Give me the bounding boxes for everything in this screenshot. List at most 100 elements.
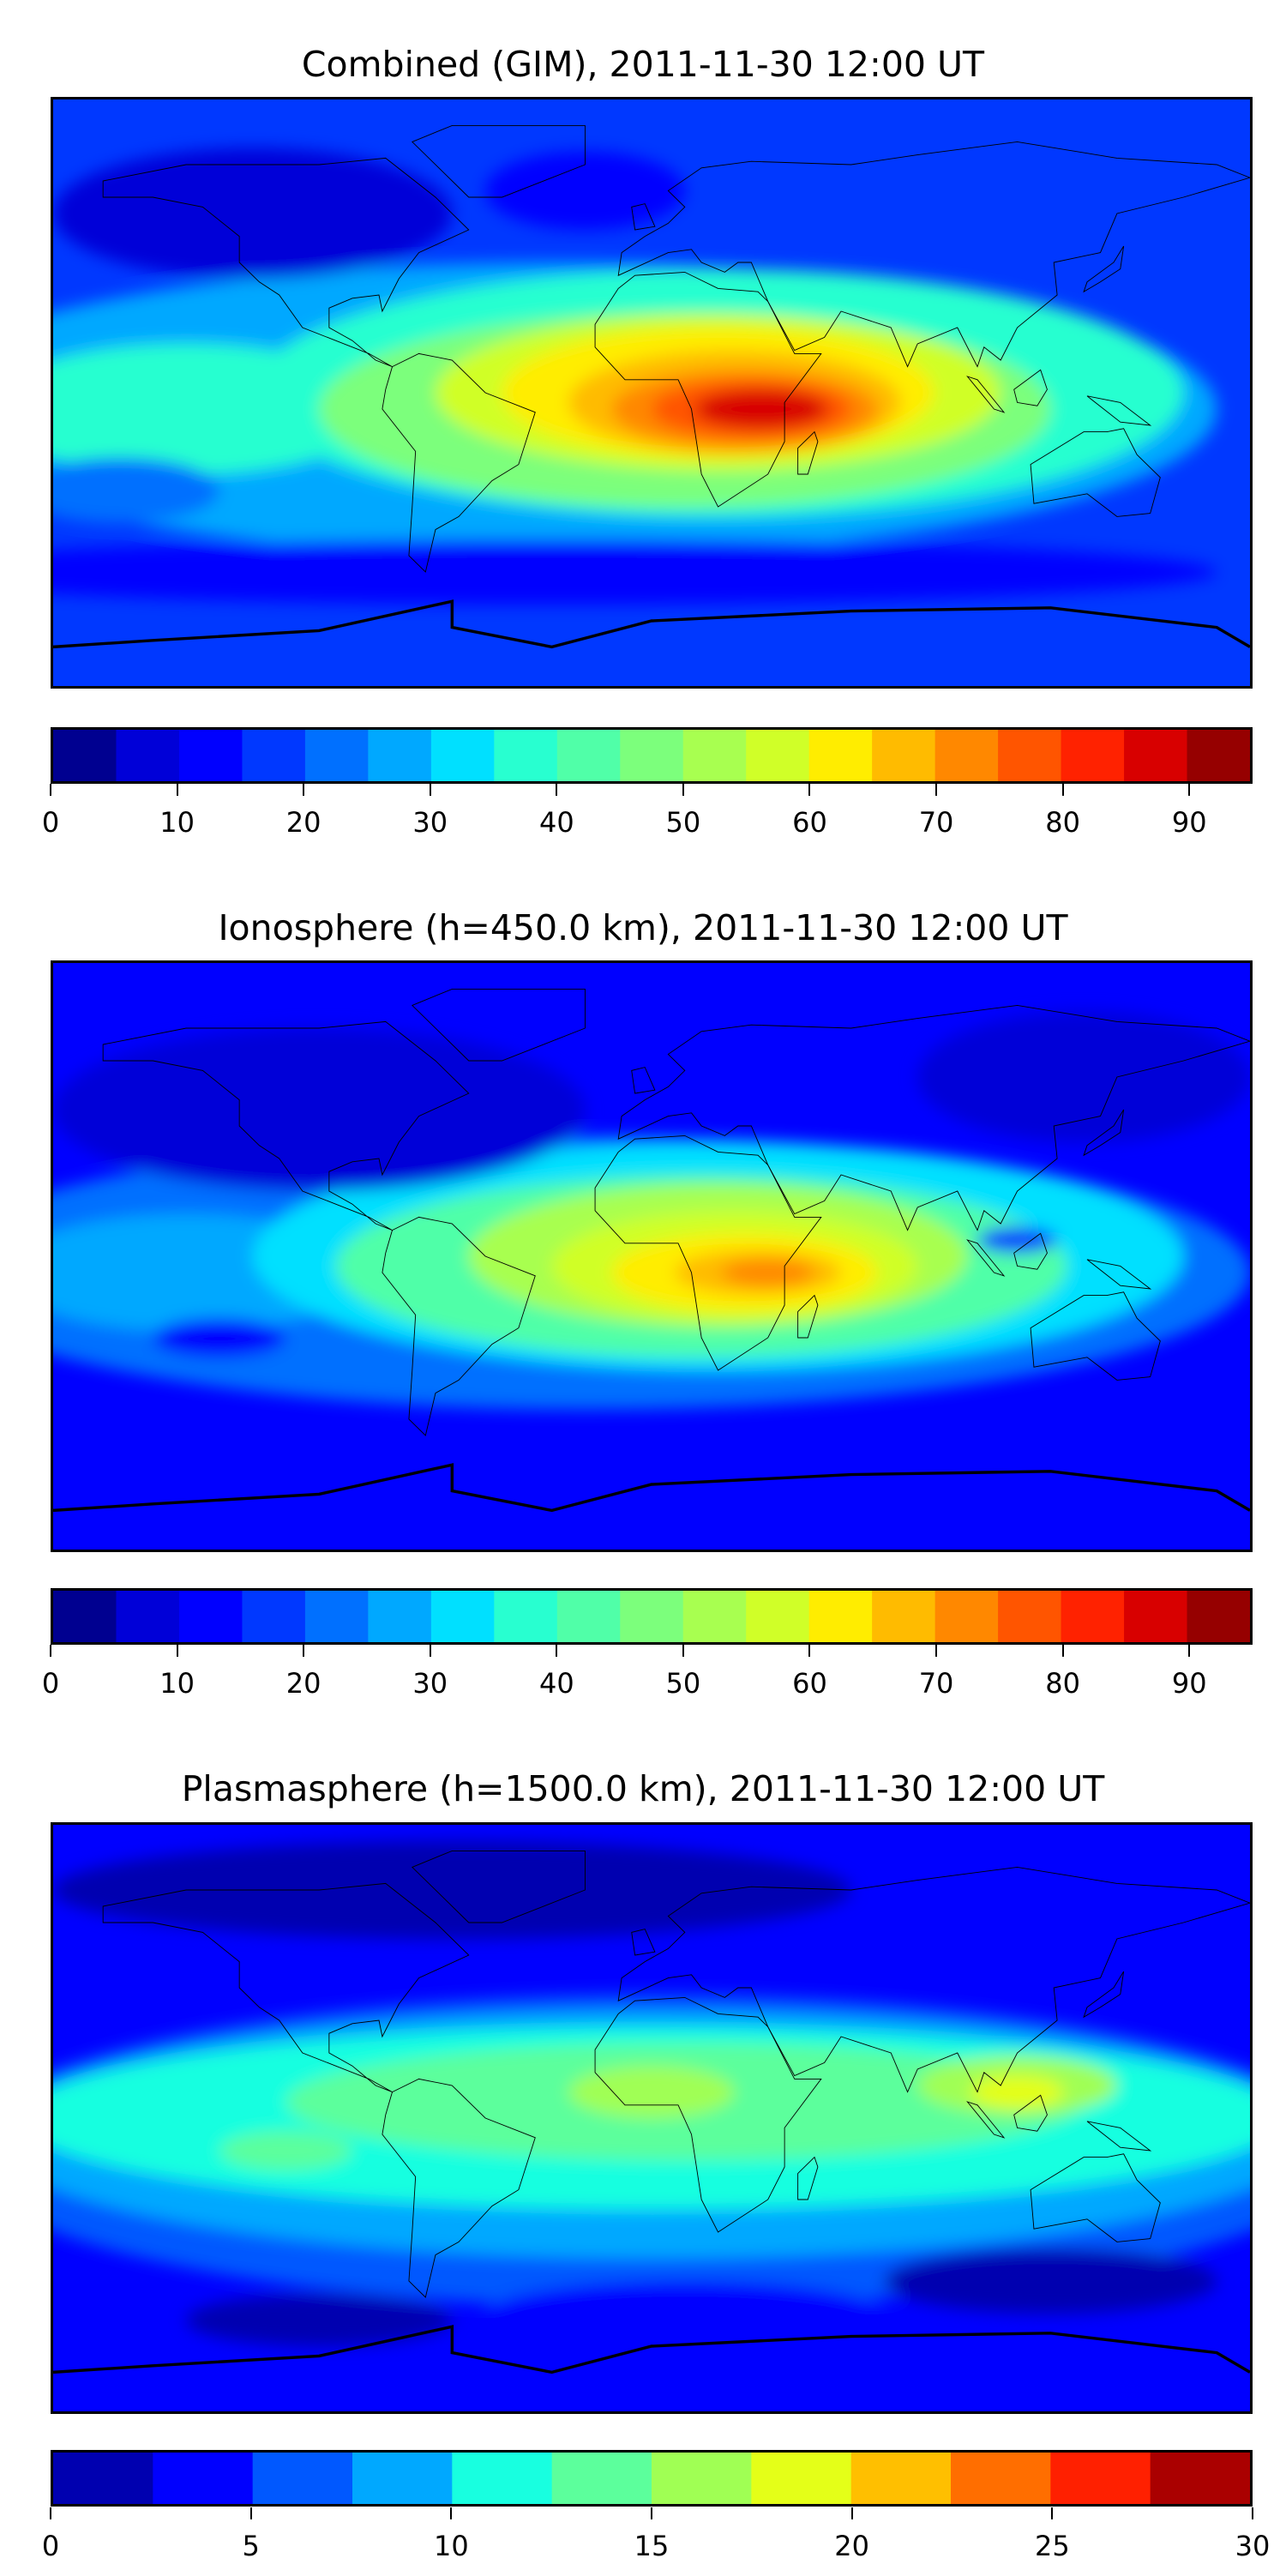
colorbar-segment	[178, 1591, 243, 1642]
colorbar-segment	[1061, 1591, 1125, 1642]
colorbar-segment	[53, 2453, 154, 2504]
contour-region	[219, 2131, 352, 2170]
coastline-eurasia	[618, 1867, 1250, 2091]
colorbar-tick	[808, 784, 811, 796]
colorbar-segment	[998, 1591, 1062, 1642]
colorbar-segment	[1050, 2453, 1151, 2504]
colorbar-segment	[682, 1591, 747, 1642]
coastline-new-guinea	[1087, 2122, 1151, 2151]
panel-3-title: Plasmasphere (h=1500.0 km), 2011-11-30 1…	[181, 1768, 1105, 1809]
coastline-borneo	[1014, 1233, 1048, 1269]
colorbar-tick-label: 0	[41, 806, 60, 839]
colorbar-segment	[746, 730, 810, 781]
colorbar-segment	[951, 2453, 1052, 2504]
coastline-japan	[1084, 1971, 1124, 2017]
colorbar-segment	[304, 730, 370, 781]
coastline-greenland	[412, 125, 586, 197]
colorbar-segment	[934, 1591, 999, 1642]
colorbar-segment	[242, 730, 306, 781]
colorbar-tick	[1188, 1645, 1191, 1657]
coastline-north-america	[103, 1883, 469, 2091]
colorbar-segment	[1150, 2453, 1250, 2504]
coastline-eurasia	[618, 1005, 1250, 1230]
panel-2-colorbar	[51, 1588, 1253, 1645]
colorbar-tick-label: 50	[665, 806, 701, 839]
colorbar-tick-label: 10	[159, 1667, 195, 1700]
coastline-antarctica	[53, 2325, 1250, 2374]
coastline-madagascar	[798, 432, 818, 474]
colorbar-tick	[303, 784, 305, 796]
panel-1-colorbar-ticks: 0 10 20 30 40 50 60 70 80 90	[42, 784, 1253, 852]
contour-field	[53, 148, 1217, 605]
coastline-australia	[1031, 1292, 1160, 1381]
colorbar-segment	[368, 1591, 432, 1642]
colorbar-segment	[430, 730, 496, 781]
colorbar-segment	[551, 2453, 652, 2504]
colorbar-segment	[998, 730, 1062, 781]
coastline-borneo	[1014, 370, 1048, 406]
colorbar-segment	[1124, 1591, 1188, 1642]
colorbar-tick	[303, 1645, 305, 1657]
colorbar-tick	[1188, 784, 1191, 796]
colorbar-tick	[682, 784, 684, 796]
colorbar-tick-label: 40	[538, 806, 574, 839]
contour-region	[53, 148, 453, 279]
coastline-africa	[595, 272, 821, 507]
colorbar-tick	[1051, 2507, 1054, 2519]
coastline-sumatra	[967, 376, 1004, 412]
contour-region	[53, 1841, 851, 1939]
coastline-japan	[1084, 1110, 1124, 1155]
colorbar-tick-label: 70	[918, 806, 954, 839]
colorbar-segment	[1187, 730, 1250, 781]
colorbar-segment	[746, 1591, 810, 1642]
coastline-japan	[1084, 246, 1124, 292]
colorbar-tick-label: 5	[242, 2530, 260, 2562]
colorbar-segment	[368, 730, 432, 781]
colorbar-segment	[304, 1591, 370, 1642]
coastlines	[53, 989, 1250, 1513]
colorbar-tick-label: 25	[1034, 2530, 1070, 2562]
colorbar-tick-label: 30	[412, 1667, 448, 1700]
colorbar-tick	[850, 2507, 853, 2519]
colorbar-tick	[651, 2507, 652, 2519]
colorbar-tick	[1061, 784, 1064, 796]
coastline-south-america	[382, 2079, 535, 2297]
contour-region	[485, 151, 685, 230]
colorbar-segment	[116, 730, 180, 781]
colorbar-tick-label: 50	[665, 1667, 701, 1700]
coastlines	[53, 1851, 1250, 2374]
colorbar-tick	[935, 1645, 938, 1657]
panel-3-map-svg	[53, 1825, 1250, 2411]
colorbar-tick	[808, 1645, 811, 1657]
colorbar-tick	[249, 2507, 252, 2519]
coastline-britain	[632, 1068, 655, 1093]
colorbar-segment	[452, 2453, 553, 2504]
colorbar-tick	[450, 2507, 453, 2519]
colorbar-segment	[620, 1591, 684, 1642]
colorbar-tick	[935, 784, 938, 796]
colorbar-tick-label: 60	[792, 806, 827, 839]
colorbar-tick-label: 20	[834, 2530, 870, 2562]
colorbar-tick	[429, 1645, 431, 1657]
coastline-australia	[1031, 2154, 1160, 2242]
colorbar-tick-label: 30	[1235, 2530, 1271, 2562]
colorbar-tick-label: 30	[412, 806, 448, 839]
colorbar-tick-label: 20	[285, 806, 322, 839]
coastline-south-america	[382, 1217, 535, 1435]
coastline-north-america	[103, 158, 469, 366]
colorbar-segment	[494, 730, 558, 781]
colorbar-tick	[556, 784, 558, 796]
contour-region	[53, 539, 1217, 605]
coastline-greenland	[412, 1851, 586, 1923]
coastlines	[53, 125, 1250, 649]
colorbar-tick	[50, 2507, 51, 2519]
colorbar-segment	[808, 730, 873, 781]
colorbar-tick	[50, 784, 51, 796]
colorbar-segment	[153, 2453, 254, 2504]
coastline-sumatra	[967, 1240, 1004, 1276]
colorbar-segment	[872, 730, 936, 781]
colorbar-segment	[53, 1591, 117, 1642]
colorbar-tick	[50, 1645, 51, 1657]
coastline-antarctica	[53, 599, 1250, 649]
colorbar-tick-label: 10	[159, 806, 195, 839]
